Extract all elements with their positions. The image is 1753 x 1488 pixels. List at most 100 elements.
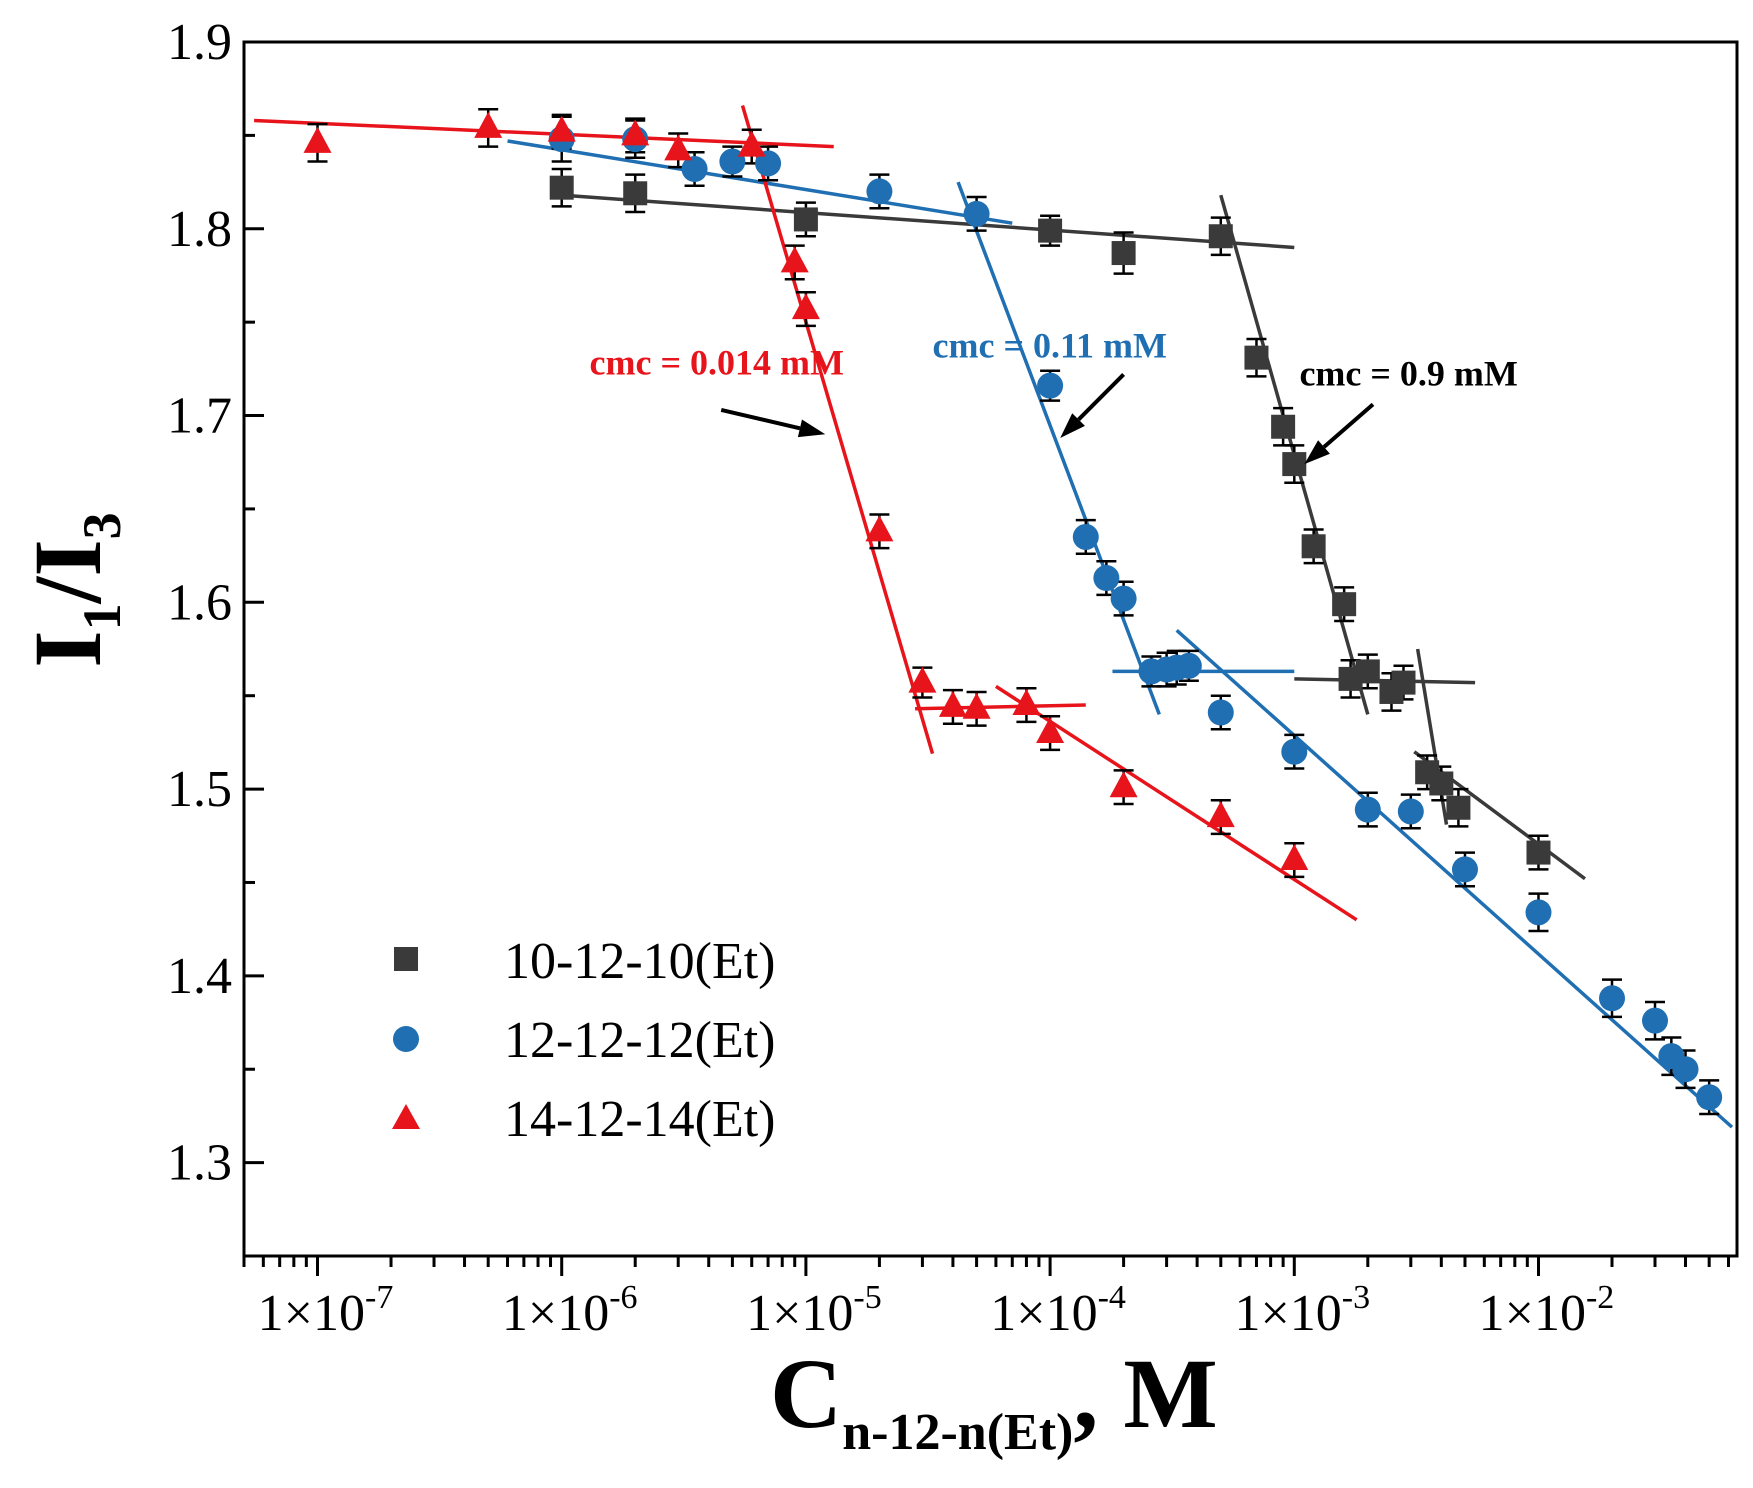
annotation-1: cmc = 0.014 mM [590, 342, 844, 438]
data-point-12-12-12-Et-7 [963, 200, 990, 227]
data-point-14-12-14-Et-6 [737, 130, 766, 157]
data-point-12-12-12-Et-3 [681, 156, 708, 183]
y-axis-title: I1/I3 [14, 512, 132, 667]
data-point-14-12-14-Et-11 [938, 690, 967, 717]
data-point-10-12-10-Et-6 [1208, 224, 1233, 249]
cmc-annotations: cmc = 0.014 mM cmc = 0.11 mM cmc = 0.9 mM [590, 326, 1518, 465]
y-axis-title-sub1: 1 [72, 603, 132, 630]
data-point-14-12-14-Et-4 [621, 119, 650, 146]
data-point-12-12-12-Et-26 [1696, 1084, 1723, 1111]
data-point-14-12-14-Et-7 [780, 246, 809, 273]
data-point-12-12-12-Et-11 [1110, 585, 1137, 612]
data-point-10-12-10-Et-10 [1301, 534, 1326, 559]
data-point-12-12-12-Et-18 [1354, 796, 1381, 823]
data-point-14-12-14-Et-13 [1012, 689, 1041, 716]
data-point-14-12-14-Et-8 [791, 293, 820, 320]
annotation-label-3: cmc = 0.9 mM [1299, 354, 1517, 394]
data-point-10-12-10-Et-2 [623, 181, 648, 206]
x-axis-title: Cn-12-n(Et), M [770, 1338, 1218, 1461]
data-point-14-12-14-Et-14 [1036, 717, 1065, 744]
fit-line-1 [561, 193, 1295, 250]
legend-item-14-12-14: 14-12-14(Et) [392, 1091, 775, 1148]
x-axis-title-sub: n-12-n(Et) [842, 1404, 1073, 1461]
data-point-10-12-10-Et-7 [1244, 345, 1269, 370]
data-point-12-12-12-Et-21 [1525, 899, 1552, 926]
data-point-10-12-10-Et-5 [1111, 241, 1136, 266]
data-point-12-12-12-Et-16 [1207, 699, 1234, 726]
annotation-3: cmc = 0.9 mM [1299, 354, 1518, 465]
data-point-10-12-10-Et-19 [1526, 840, 1551, 865]
data-point-10-12-10-Et-8 [1271, 414, 1296, 439]
fit-line-10 [254, 118, 834, 149]
legend-marker-square [394, 947, 418, 971]
y-tick-label-1-9: 1.9 [167, 14, 232, 71]
data-point-14-12-14-Et-9 [865, 515, 894, 542]
y-tick-label-1-5: 1.5 [167, 761, 232, 818]
y-tick-label-1-7: 1.7 [167, 388, 232, 445]
axis-ticks [242, 133, 1731, 1276]
data-point-10-12-10-Et-4 [1038, 218, 1063, 243]
data-point-14-12-14-Et-15 [1109, 771, 1138, 798]
data-point-12-12-12-Et-8 [1037, 372, 1064, 399]
y-tick-label-1-8: 1.8 [167, 201, 232, 258]
data-point-10-12-10-Et-17 [1429, 771, 1454, 796]
fit-line-9 [1175, 629, 1734, 1129]
annotation-label-1: cmc = 0.014 mM [590, 342, 844, 382]
data-point-14-12-14-Et-17 [1280, 844, 1309, 871]
x-tick-label-1e3: 1×10-3 [1234, 1279, 1370, 1342]
data-point-14-12-14-Et-2 [474, 111, 503, 138]
legend-label-10-12-10: 10-12-10(Et) [504, 933, 775, 990]
data-point-14-12-14-Et-3 [547, 115, 576, 142]
data-point-10-12-10-Et-18 [1446, 795, 1471, 820]
data-point-10-12-10-Et-15 [1391, 670, 1416, 695]
y-tick-label-1-3: 1.3 [167, 1135, 232, 1192]
annotation-arrow-shaft [1322, 402, 1375, 449]
x-axis-title-suffix: , M [1073, 1338, 1217, 1449]
annotation-arrow-head [797, 419, 826, 438]
data-point-10-12-10-Et-3 [793, 207, 818, 232]
data-point-14-12-14-Et-10 [908, 666, 937, 693]
data-point-14-12-14-Et-12 [962, 692, 991, 719]
data-point-10-12-10-Et-13 [1355, 659, 1380, 684]
legend-label-14-12-14: 14-12-14(Et) [504, 1091, 775, 1148]
annotation-arrow-shaft [720, 407, 801, 431]
data-point-14-12-14-Et-5 [664, 134, 693, 161]
y-tick-label-1-6: 1.6 [167, 574, 232, 631]
fit-lines [254, 105, 1734, 1129]
x-tick-label-1e7: 1×10-7 [258, 1279, 394, 1342]
fit-line-5 [1413, 750, 1587, 881]
data-point-14-12-14-Et-16 [1206, 801, 1235, 828]
legend-marker-triangle [392, 1104, 420, 1129]
fit-line-6 [507, 139, 1013, 225]
annotation-2: cmc = 0.11 mM [933, 326, 1167, 438]
y-axis-title-main: I [14, 630, 121, 667]
data-point-12-12-12-Et-17 [1281, 738, 1308, 765]
x-tick-label-1e6: 1×10-6 [502, 1279, 638, 1342]
y-tick-label-1-4: 1.4 [167, 948, 232, 1005]
data-point-10-12-10-Et-11 [1332, 592, 1357, 617]
x-tick-label-1e2: 1×10-2 [1479, 1279, 1615, 1342]
data-point-12-12-12-Et-6 [866, 178, 893, 205]
data-point-12-12-12-Et-10 [1093, 565, 1120, 592]
y-axis-title-mid: /I [14, 539, 121, 604]
x-tick-label-1e5: 1×10-5 [746, 1279, 882, 1342]
x-tick-labels: 1×10-7 1×10-6 1×10-5 1×10-4 1×10-3 1×10-2 [258, 1279, 1615, 1342]
legend-label-12-12-12: 12-12-12(Et) [504, 1012, 775, 1069]
fit-line-13 [994, 684, 1358, 922]
data-point-10-12-10-Et-9 [1282, 452, 1307, 477]
data-point-12-12-12-Et-22 [1599, 985, 1626, 1012]
data-point-12-12-12-Et-23 [1642, 1007, 1669, 1034]
data-point-12-12-12-Et-20 [1451, 856, 1478, 883]
legend: 10-12-10(Et) 12-12-12(Et) 14-12-14(Et) [392, 933, 775, 1148]
x-axis-title-main: C [770, 1338, 842, 1449]
data-point-14-12-14-Et-1 [303, 126, 332, 153]
data-point-12-12-12-Et-9 [1072, 523, 1099, 550]
data-point-12-12-12-Et-15 [1175, 652, 1202, 679]
data-point-12-12-12-Et-19 [1397, 798, 1424, 825]
fit-line-7 [956, 181, 1161, 715]
x-tick-label-1e4: 1×10-4 [990, 1279, 1126, 1342]
fit-line-11 [740, 105, 935, 755]
annotation-arrow-head [1060, 413, 1085, 438]
legend-item-12-12-12: 12-12-12(Et) [393, 1012, 775, 1069]
